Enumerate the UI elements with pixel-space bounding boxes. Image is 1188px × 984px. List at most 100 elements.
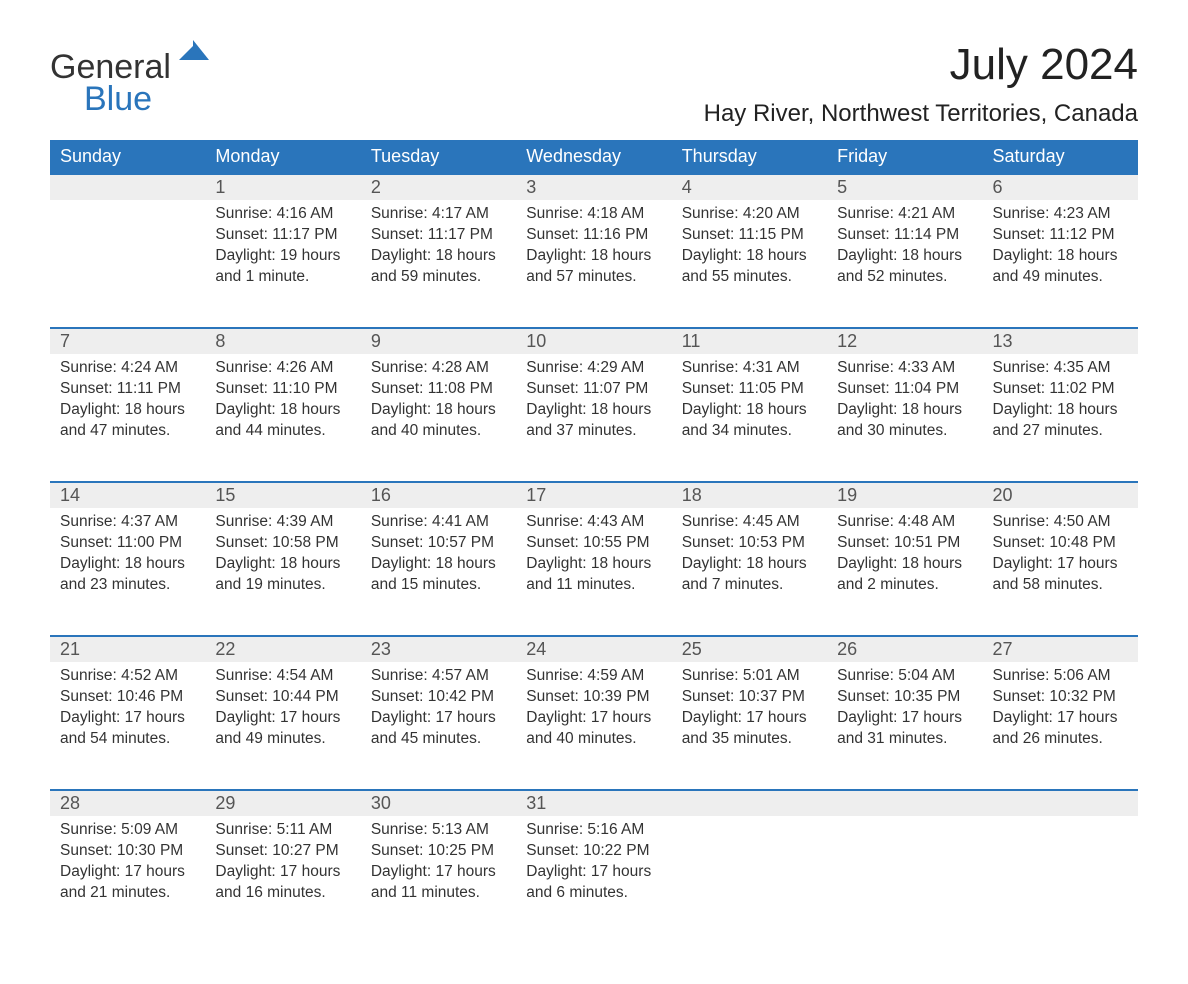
daylight-line: Daylight: 17 hours and 6 minutes. [526, 862, 661, 904]
daylight-line: Daylight: 17 hours and 21 minutes. [60, 862, 195, 904]
daylight-line: Daylight: 19 hours and 1 minute. [215, 246, 350, 288]
day-number-cell: 13 [983, 328, 1138, 354]
day-content: Sunrise: 4:39 AMSunset: 10:58 PMDaylight… [205, 508, 360, 604]
sunset-line: Sunset: 10:25 PM [371, 841, 506, 862]
day-content-cell: Sunrise: 4:54 AMSunset: 10:44 PMDaylight… [205, 662, 360, 790]
sunset-line: Sunset: 11:08 PM [371, 379, 506, 400]
day-content: Sunrise: 5:16 AMSunset: 10:22 PMDaylight… [516, 816, 671, 912]
day-content: Sunrise: 4:41 AMSunset: 10:57 PMDaylight… [361, 508, 516, 604]
daylight-line: Daylight: 18 hours and 55 minutes. [682, 246, 817, 288]
col-thursday: Thursday [672, 140, 827, 174]
day-number-cell: 8 [205, 328, 360, 354]
day-number-cell: 30 [361, 790, 516, 816]
day-content-cell: Sunrise: 5:13 AMSunset: 10:25 PMDaylight… [361, 816, 516, 944]
col-tuesday: Tuesday [361, 140, 516, 174]
sunset-line: Sunset: 11:11 PM [60, 379, 195, 400]
col-friday: Friday [827, 140, 982, 174]
sunset-line: Sunset: 10:46 PM [60, 687, 195, 708]
day-content-cell: Sunrise: 4:16 AMSunset: 11:17 PMDaylight… [205, 200, 360, 328]
day-content-cell: Sunrise: 4:50 AMSunset: 10:48 PMDaylight… [983, 508, 1138, 636]
day-content: Sunrise: 4:48 AMSunset: 10:51 PMDaylight… [827, 508, 982, 604]
daylight-line: Daylight: 17 hours and 35 minutes. [682, 708, 817, 750]
daylight-line: Daylight: 18 hours and 15 minutes. [371, 554, 506, 596]
sunrise-line: Sunrise: 4:23 AM [993, 204, 1128, 225]
sunset-line: Sunset: 11:02 PM [993, 379, 1128, 400]
sunset-line: Sunset: 11:07 PM [526, 379, 661, 400]
sunrise-line: Sunrise: 4:50 AM [993, 512, 1128, 533]
day-content-cell: Sunrise: 4:17 AMSunset: 11:17 PMDaylight… [361, 200, 516, 328]
daylight-line: Daylight: 17 hours and 54 minutes. [60, 708, 195, 750]
day-content: Sunrise: 4:59 AMSunset: 10:39 PMDaylight… [516, 662, 671, 758]
col-sunday: Sunday [50, 140, 205, 174]
day-content: Sunrise: 4:26 AMSunset: 11:10 PMDaylight… [205, 354, 360, 450]
sunset-line: Sunset: 10:30 PM [60, 841, 195, 862]
day-content-row: Sunrise: 5:09 AMSunset: 10:30 PMDaylight… [50, 816, 1138, 944]
day-content: Sunrise: 4:50 AMSunset: 10:48 PMDaylight… [983, 508, 1138, 604]
day-content-cell [50, 200, 205, 328]
day-content-row: Sunrise: 4:37 AMSunset: 11:00 PMDaylight… [50, 508, 1138, 636]
daylight-line: Daylight: 17 hours and 31 minutes. [837, 708, 972, 750]
day-content-cell [983, 816, 1138, 944]
day-number-cell: 6 [983, 174, 1138, 200]
day-number-cell: 19 [827, 482, 982, 508]
col-monday: Monday [205, 140, 360, 174]
day-content: Sunrise: 4:37 AMSunset: 11:00 PMDaylight… [50, 508, 205, 604]
day-content-cell: Sunrise: 5:01 AMSunset: 10:37 PMDaylight… [672, 662, 827, 790]
sunrise-line: Sunrise: 5:13 AM [371, 820, 506, 841]
sunrise-line: Sunrise: 4:39 AM [215, 512, 350, 533]
sunset-line: Sunset: 10:37 PM [682, 687, 817, 708]
day-content-cell: Sunrise: 5:06 AMSunset: 10:32 PMDaylight… [983, 662, 1138, 790]
daylight-line: Daylight: 17 hours and 11 minutes. [371, 862, 506, 904]
day-content-cell: Sunrise: 5:09 AMSunset: 10:30 PMDaylight… [50, 816, 205, 944]
sunset-line: Sunset: 11:00 PM [60, 533, 195, 554]
day-content: Sunrise: 5:09 AMSunset: 10:30 PMDaylight… [50, 816, 205, 912]
sunrise-line: Sunrise: 4:33 AM [837, 358, 972, 379]
day-number-cell: 31 [516, 790, 671, 816]
logo-word2: Blue [84, 82, 209, 116]
sunset-line: Sunset: 10:55 PM [526, 533, 661, 554]
day-content-cell: Sunrise: 4:39 AMSunset: 10:58 PMDaylight… [205, 508, 360, 636]
sunset-line: Sunset: 10:53 PM [682, 533, 817, 554]
day-content-cell: Sunrise: 4:24 AMSunset: 11:11 PMDaylight… [50, 354, 205, 482]
day-content-cell [827, 816, 982, 944]
title-block: July 2024 Hay River, Northwest Territori… [704, 40, 1138, 128]
day-number-cell: 23 [361, 636, 516, 662]
daylight-line: Daylight: 18 hours and 19 minutes. [215, 554, 350, 596]
day-content-cell: Sunrise: 5:11 AMSunset: 10:27 PMDaylight… [205, 816, 360, 944]
sunrise-line: Sunrise: 4:41 AM [371, 512, 506, 533]
sunrise-line: Sunrise: 5:06 AM [993, 666, 1128, 687]
day-number-cell: 11 [672, 328, 827, 354]
sunrise-line: Sunrise: 5:04 AM [837, 666, 972, 687]
sunrise-line: Sunrise: 4:31 AM [682, 358, 817, 379]
sunset-line: Sunset: 11:12 PM [993, 225, 1128, 246]
day-content-cell: Sunrise: 4:48 AMSunset: 10:51 PMDaylight… [827, 508, 982, 636]
day-content-cell: Sunrise: 4:18 AMSunset: 11:16 PMDaylight… [516, 200, 671, 328]
daylight-line: Daylight: 17 hours and 40 minutes. [526, 708, 661, 750]
day-content-cell [672, 816, 827, 944]
daylight-line: Daylight: 17 hours and 16 minutes. [215, 862, 350, 904]
daylight-line: Daylight: 18 hours and 23 minutes. [60, 554, 195, 596]
day-content: Sunrise: 4:16 AMSunset: 11:17 PMDaylight… [205, 200, 360, 296]
flag-icon [179, 40, 209, 60]
day-content-cell: Sunrise: 4:52 AMSunset: 10:46 PMDaylight… [50, 662, 205, 790]
sunrise-line: Sunrise: 4:20 AM [682, 204, 817, 225]
day-number-cell: 2 [361, 174, 516, 200]
logo: General Blue [50, 40, 209, 116]
day-number-cell: 21 [50, 636, 205, 662]
sunrise-line: Sunrise: 4:16 AM [215, 204, 350, 225]
sunset-line: Sunset: 11:04 PM [837, 379, 972, 400]
daylight-line: Daylight: 17 hours and 45 minutes. [371, 708, 506, 750]
day-number-cell: 27 [983, 636, 1138, 662]
day-content: Sunrise: 5:06 AMSunset: 10:32 PMDaylight… [983, 662, 1138, 758]
day-content: Sunrise: 4:20 AMSunset: 11:15 PMDaylight… [672, 200, 827, 296]
day-content-cell: Sunrise: 4:33 AMSunset: 11:04 PMDaylight… [827, 354, 982, 482]
day-number-cell: 18 [672, 482, 827, 508]
day-number-cell: 15 [205, 482, 360, 508]
day-content: Sunrise: 4:52 AMSunset: 10:46 PMDaylight… [50, 662, 205, 758]
sunrise-line: Sunrise: 5:01 AM [682, 666, 817, 687]
day-content-cell: Sunrise: 4:59 AMSunset: 10:39 PMDaylight… [516, 662, 671, 790]
day-content-row: Sunrise: 4:16 AMSunset: 11:17 PMDaylight… [50, 200, 1138, 328]
sunset-line: Sunset: 10:57 PM [371, 533, 506, 554]
day-content-cell: Sunrise: 4:35 AMSunset: 11:02 PMDaylight… [983, 354, 1138, 482]
sunset-line: Sunset: 10:27 PM [215, 841, 350, 862]
